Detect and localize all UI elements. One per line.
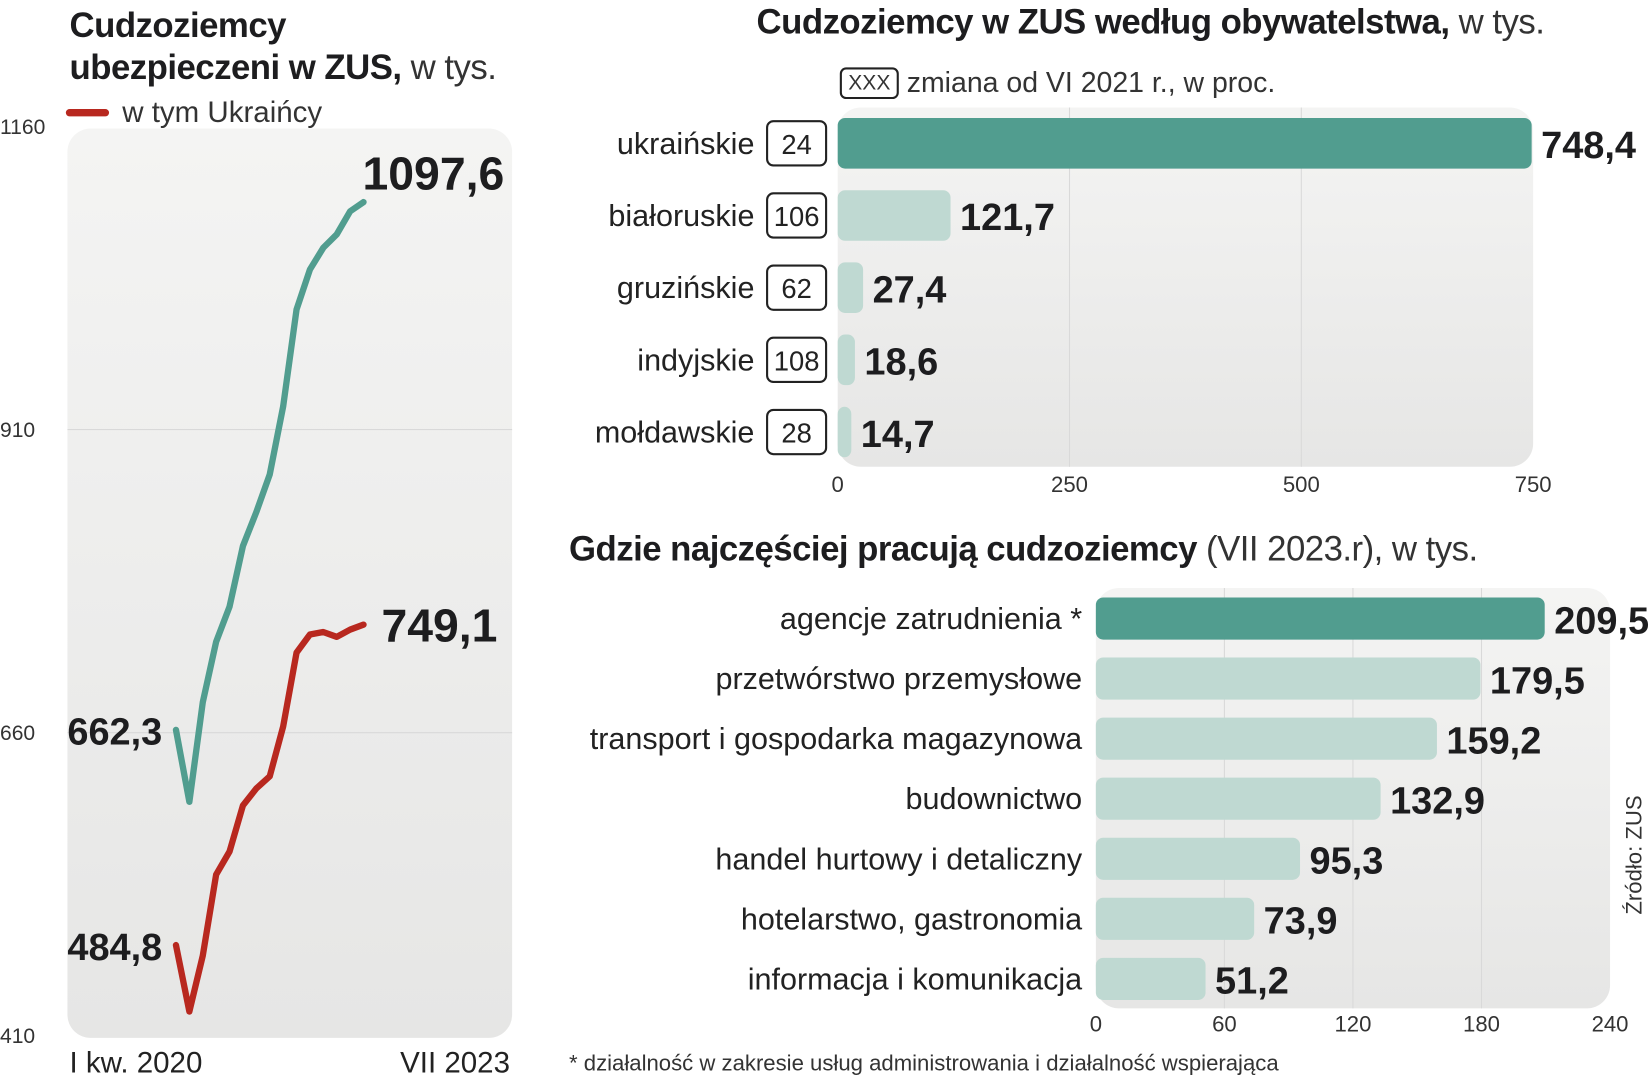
y-tick-label: 1160: [0, 116, 45, 139]
x-end-label: VII 2023: [400, 1047, 510, 1080]
category-label: budownictwo: [906, 782, 1083, 816]
change-value: 62: [781, 273, 811, 304]
bar-chart-1-title-unit: w tys.: [1458, 2, 1545, 42]
x-tick-label: 120: [1335, 1012, 1372, 1037]
change-value: 28: [781, 418, 811, 449]
bar-value-label: 748,4: [1541, 125, 1636, 167]
bar: [837, 190, 951, 241]
category-label: ukraińskie: [617, 127, 755, 161]
bar: [1095, 717, 1437, 760]
legend-label: w tym Ukraińcy: [121, 96, 322, 129]
category-label: mołdawskie: [595, 416, 755, 450]
line-chart-title-line2: ubezpieczeni w ZUS,: [69, 47, 403, 87]
change-value: 106: [774, 201, 820, 232]
end-value-label: 749,1: [381, 600, 497, 652]
bar: [1095, 957, 1206, 1000]
x-tick-label: 0: [832, 472, 844, 497]
x-tick-label: 750: [1515, 472, 1552, 497]
category-label: białoruskie: [608, 199, 754, 233]
category-label: hotelarstwo, gastronomia: [741, 902, 1082, 936]
category-label: przetwórstwo przemysłowe: [715, 662, 1082, 696]
change-box: [766, 336, 828, 384]
bar-value-label: 27,4: [873, 269, 947, 311]
bar: [1095, 597, 1545, 640]
category-label: indyjskie: [637, 343, 754, 377]
bar: [1095, 897, 1255, 940]
y-tick-label: 910: [0, 419, 35, 442]
change-box: [766, 192, 828, 239]
change-box: [766, 408, 828, 456]
x-tick-label: 250: [1051, 472, 1088, 497]
bar-value-label: 51,2: [1215, 961, 1289, 1003]
line-chart-title: Cudzoziemcy ubezpieczeni w ZUS, w tys.: [70, 4, 497, 88]
bar-chart-1-title: Cudzoziemcy w ZUS według obywatelstwa, w…: [757, 2, 1545, 42]
legend-text: zmiana od VI 2021 r., w proc.: [906, 66, 1276, 99]
category-label: handel hurtowy i detaliczny: [715, 842, 1082, 876]
end-value-label: 1097,6: [362, 147, 504, 199]
bar-chart-1-title-main: Cudzoziemcy w ZUS według obywatelstwa,: [756, 2, 1450, 42]
category-label: informacja i komunikacja: [748, 962, 1082, 996]
legend-box: XXX: [839, 67, 899, 99]
x-tick-label: 60: [1212, 1012, 1237, 1037]
bar: [1095, 777, 1381, 820]
bar-value-label: 14,7: [861, 414, 935, 456]
bar-chart-2-title: Gdzie najczęściej pracują cudzoziemcy (V…: [569, 529, 1478, 569]
category-label: agencje zatrudnienia *: [780, 602, 1082, 636]
x-tick-label: 500: [1283, 472, 1320, 497]
start-value-label: 484,8: [67, 927, 162, 969]
category-label: transport i gospodarka magazynowa: [590, 722, 1082, 756]
y-tick-label: 660: [0, 722, 35, 745]
bar-chart-2-title-main: Gdzie najczęściej pracują cudzoziemcy: [568, 528, 1197, 568]
start-value-label: 662,3: [67, 712, 162, 754]
line-chart-panel: [67, 128, 513, 1038]
bar-value-label: 132,9: [1390, 780, 1485, 822]
line-chart-title-line1: Cudzoziemcy: [69, 5, 287, 45]
line-chart-title-unit: w tys.: [410, 47, 497, 87]
bar-chart-2-title-unit: (VII 2023.r), w tys.: [1206, 528, 1478, 568]
bar-value-label: 121,7: [960, 197, 1055, 239]
category-label: gruzińskie: [617, 271, 755, 305]
x-tick-label: 180: [1463, 1012, 1500, 1037]
citizenship-panel: [837, 107, 1534, 467]
footnote: * działalność w zakresie usług administr…: [568, 1051, 1279, 1076]
bar: [837, 262, 864, 313]
x-start-label: I kw. 2020: [70, 1047, 203, 1080]
bar-value-label: 73,9: [1264, 901, 1338, 943]
bar: [1095, 657, 1481, 700]
change-value: 24: [781, 129, 811, 160]
bar: [837, 406, 852, 458]
change-box: [766, 264, 828, 311]
x-tick-label: 0: [1090, 1012, 1102, 1037]
bar: [1095, 837, 1301, 880]
bar-value-label: 18,6: [864, 342, 938, 384]
x-tick-label: 240: [1592, 1012, 1629, 1037]
bar-value-label: 179,5: [1490, 660, 1585, 702]
bar-value-label: 159,2: [1446, 720, 1541, 762]
bar-value-label: 209,5: [1554, 600, 1649, 642]
bar-value-label: 95,3: [1310, 841, 1384, 883]
change-box: [766, 120, 828, 167]
change-value: 108: [774, 345, 820, 376]
bar-chart-1-legend: XXX zmiana od VI 2021 r., w proc.: [839, 65, 1276, 99]
y-tick-label: 410: [0, 1025, 35, 1048]
bar: [837, 334, 855, 386]
bar: [837, 118, 1532, 169]
